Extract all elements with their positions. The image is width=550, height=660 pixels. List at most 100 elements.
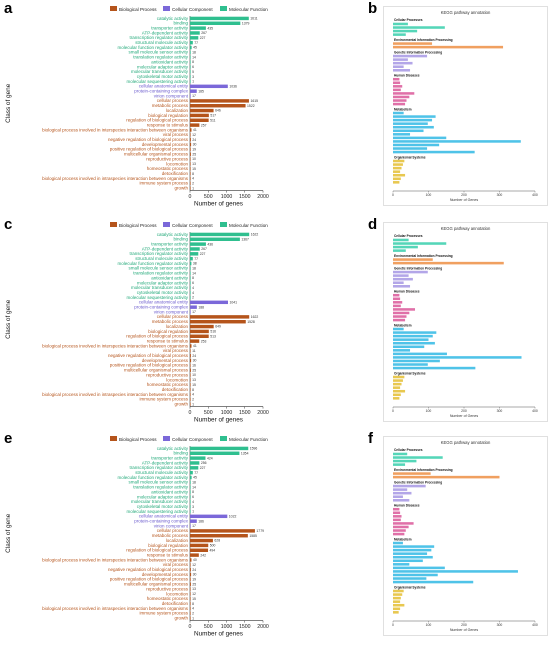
go-bar [190,490,191,494]
kegg-bar [393,452,408,456]
go-category-label: response to stimulus [147,552,189,557]
go-value-label: 6 [192,495,194,499]
x-tick-label: 2000 [257,410,269,416]
kegg-bar [393,61,413,65]
go-value-label: 12 [192,563,196,567]
go-bar [190,606,191,611]
go-category-label: biological regulation [148,543,188,548]
go-value-label: 1354 [241,451,249,455]
go-category-label: transporter activity [151,25,189,30]
go-value-label: 8 [192,60,194,64]
kegg-bar [393,334,433,338]
kegg-bar [393,122,428,125]
go-category-label: molecular adaptor activity [137,494,189,499]
go-value-label: 253 [201,339,207,343]
legend-swatch [163,222,170,227]
go-bar [190,495,191,499]
legend-swatch [220,436,227,441]
go-category-label: molecular sequestering activity [126,79,188,84]
kegg-bar [393,133,411,136]
kegg-x-tick-label: 300 [497,193,503,197]
kegg-bar [393,589,404,593]
kegg-frame [383,6,548,206]
go-category-label: detoxification [162,387,189,392]
legend-swatch [110,436,117,441]
kegg-bar [393,386,401,389]
go-value-label: 30 [193,143,197,147]
kegg-bar [393,125,434,129]
panel-label-e: e [4,430,13,447]
go-value-label: 19 [192,578,196,582]
go-category-label: virion component [154,523,189,528]
kegg-bar [393,281,404,284]
kegg-bar-chart-svg: KEGG pathway annotation Cellular Processe… [383,222,548,422]
go-value-label: 4 [192,291,194,295]
go-value-label: 4 [192,607,194,611]
go-bar [190,40,193,45]
go-bar [190,592,191,596]
kegg-x-tick-label: 200 [461,193,467,197]
go-bar [190,611,191,616]
go-category-label: protein-containing complex [134,519,189,524]
go-value-label: 13 [192,587,196,591]
go-bar [190,89,197,93]
go-value-label: 10 [192,373,196,377]
go-value-label: 8 [192,172,194,176]
x-tick-label: 1500 [239,624,251,630]
kegg-bar [393,359,440,363]
kegg-frame [383,436,548,636]
go-bar [190,55,191,59]
go-category-label: positive regulation of biological proces… [110,577,189,582]
go-value-label: 3 [192,505,194,509]
kegg-bar [393,118,433,122]
go-value-label: 4 [192,177,194,181]
go-value-label: 18 [192,267,196,271]
go-value-label: 494 [210,548,216,552]
go-value-label: 1622 [251,315,259,319]
go-bar [190,387,191,392]
x-tick-label: 0 [189,410,192,416]
go-category-label: virion component [154,309,189,314]
kegg-bar [393,77,400,81]
go-category-label: localization [166,324,189,329]
kegg-bar [393,518,401,522]
kegg-bar [393,159,405,163]
go-bar [190,538,213,543]
go-bar [190,99,249,103]
legend-label: Biological Process [119,437,157,442]
x-axis-title: Number of genes [194,631,243,638]
go-category-label: molecular transducer activity [131,285,189,290]
go-bar [190,50,191,55]
go-category-label: translation regulator activity [133,485,189,490]
kegg-bar [393,379,403,382]
kegg-x-tick-label: 100 [426,623,432,627]
kegg-bar [393,261,504,265]
go-bar [190,334,209,338]
go-bar [190,577,191,582]
go-value-label: 1036 [229,84,237,88]
kegg-bar [393,45,504,49]
go-value-label: 77 [194,471,198,475]
go-value-label: 227 [200,36,206,40]
go-category-label: antioxidant activity [151,489,189,494]
go-category-label: biological regulation [148,329,188,334]
go-category-label: cellular anatomical entity [139,84,189,89]
go-category-label: virion component [154,93,189,98]
go-bar [190,118,209,122]
go-value-label: 8 [192,490,194,494]
go-value-label: 2 [192,397,194,401]
go-bar [190,186,191,190]
go-bar [190,79,191,84]
go-category-label: cellular process [157,528,189,533]
kegg-bar [393,345,425,349]
go-category-label: catalytic activity [157,16,189,21]
x-tick-label: 2000 [257,194,269,200]
go-bar [190,147,191,152]
go-bar [190,543,209,548]
kegg-bar [393,472,431,475]
kegg-title: KEGG pathway annotation [441,226,491,231]
go-bar [190,26,206,30]
go-category-label: negative regulation of biological proces… [108,567,189,572]
kegg-bar [393,522,414,525]
go-value-label: 40 [193,558,197,562]
